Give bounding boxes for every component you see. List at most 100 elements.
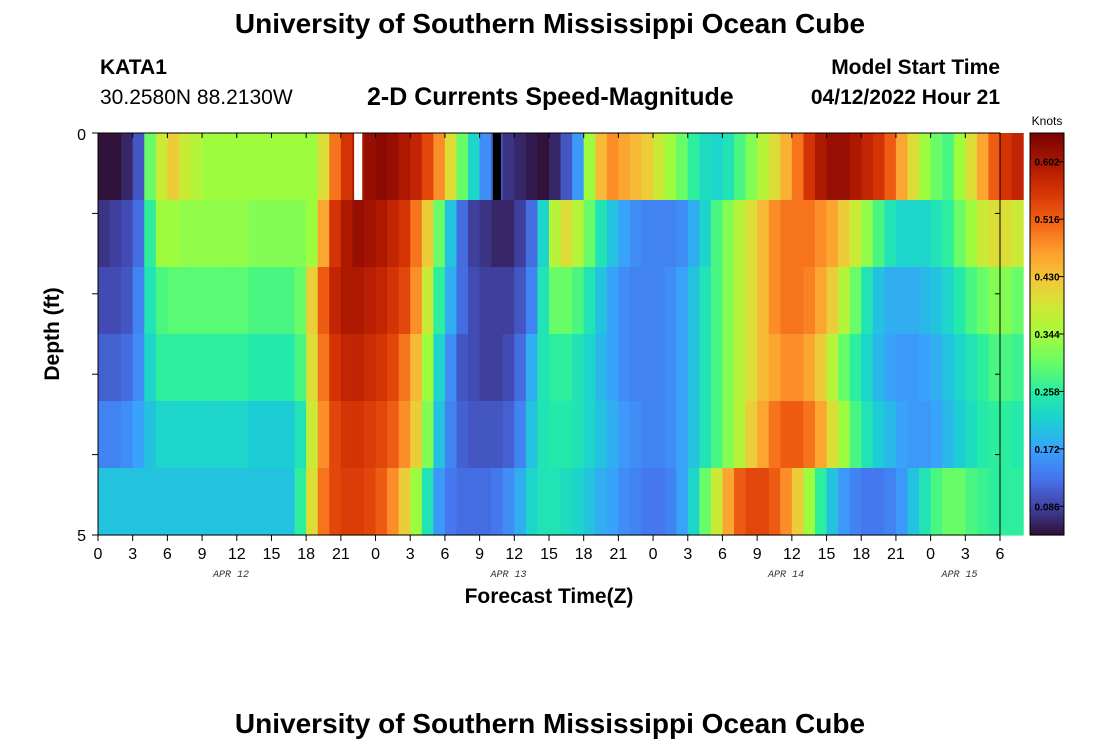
heatmap-cell [421,468,434,536]
colorbar-swatch [1030,494,1064,499]
colorbar-tick-label: 0.258 [1034,387,1059,398]
heatmap-cell [595,267,608,335]
heatmap-cell [363,401,377,469]
heatmap-cell [294,267,307,335]
heatmap-cell [167,401,180,469]
heatmap-cell [340,267,354,335]
heatmap-cell [514,334,527,402]
missing-data-cell [354,133,363,200]
heatmap-cell [780,267,793,335]
heatmap-cell [283,468,296,536]
heatmap-cell [178,200,192,268]
colorbar-swatch [1030,263,1064,268]
colorbar-swatch [1030,364,1064,369]
heatmap-cell [572,200,585,268]
x-tick-label: 6 [163,546,172,563]
heatmap-cell [849,200,862,268]
heatmap-cell [98,468,111,536]
colorbar-swatch [1030,518,1064,523]
heatmap-cell [525,401,539,469]
heatmap-cell [202,200,215,268]
heatmap-cell [132,200,145,268]
heatmap-cell [988,468,1001,536]
colorbar-tick-label: 0.430 [1034,273,1059,284]
heatmap-cell [121,133,134,201]
heatmap-cell [814,334,828,402]
colorbar-swatch [1030,357,1064,362]
heatmap-cell [444,267,458,335]
heatmap-cell [155,334,168,402]
heatmap-cell [387,334,400,402]
heatmap-cell [606,334,619,402]
heatmap-cell [641,200,654,268]
heatmap-cell [444,200,458,268]
colorbar-swatch [1030,474,1064,479]
heatmap-cell [884,401,897,469]
speed-heatmap-chart: 0 3 6 9 12 15 18 21 0 3 6 9 12 15 18 21 0 3 6 9 12 15 18 21 0 3 6 … [41,114,1065,608]
colorbar-swatch [1030,267,1064,271]
x-tick-label: 0 [649,546,658,563]
colorbar-swatch [1030,367,1064,372]
colorbar-tick-label: 0.172 [1034,445,1059,456]
heatmap-cell [734,468,747,536]
heatmap-cell [283,200,296,268]
colorbar-swatch [1030,377,1064,382]
heatmap-cell [109,267,122,335]
x-tick-label: 15 [540,546,558,563]
heatmap-cell [722,200,735,268]
heatmap-cell [421,401,434,469]
colorbar-swatch [1030,354,1064,359]
heatmap-cell [375,267,388,335]
heatmap-cell [768,334,781,402]
heatmap-cell [421,200,434,268]
colorbar-swatch [1030,464,1064,469]
colorbar-swatch [1030,347,1064,352]
heatmap-cell [294,468,307,536]
heatmap-cell [144,468,157,536]
heatmap-cell [838,401,851,469]
heatmap-cell [213,401,226,469]
heatmap-cell [768,401,781,469]
colorbar-swatch [1030,471,1064,476]
heatmap-cell [745,267,758,335]
heatmap-cell [329,267,342,335]
heatmap-cell [213,200,226,268]
heatmap-cell [606,468,619,536]
footer-title: University of Southern Mississippi Ocean… [234,708,866,739]
colorbar-swatch [1030,444,1064,449]
heatmap-cell [352,334,365,402]
heatmap-cell [1000,334,1013,402]
heatmap-cell [676,133,689,201]
x-tick-label: 12 [228,546,246,563]
heatmap-cell [132,334,145,402]
heatmap-cell [375,200,388,268]
heatmap-cell [942,401,955,469]
heatmap-cell [895,334,909,402]
heatmap-cell [653,334,666,402]
heatmap-cell [502,200,515,268]
heatmap-cell [248,334,261,402]
colorbar-swatch [1030,350,1064,355]
heatmap-cell [340,133,354,201]
heatmap-cell [988,267,1001,335]
heatmap-cell [479,133,492,201]
heatmap-cell [259,468,273,536]
colorbar-swatch [1030,189,1064,194]
heatmap-cell [144,267,157,335]
heatmap-cell [895,401,909,469]
heatmap-cell [1011,468,1024,536]
heatmap-cell [421,334,434,402]
heatmap-cell [583,200,596,268]
heatmap-cell [572,334,585,402]
heatmap-cell [259,133,273,201]
colorbar-swatch [1030,484,1064,489]
heatmap-cell [98,401,111,469]
heatmap-cell [814,267,828,335]
heatmap-cell [988,133,1001,201]
heatmap-cell [895,468,909,536]
colorbar-swatch [1030,256,1064,261]
colorbar-swatch [1030,196,1064,201]
x-tick-label: 6 [440,546,449,563]
x-axis-title: Forecast Time(Z) [465,585,634,608]
heatmap-cell [410,334,423,402]
